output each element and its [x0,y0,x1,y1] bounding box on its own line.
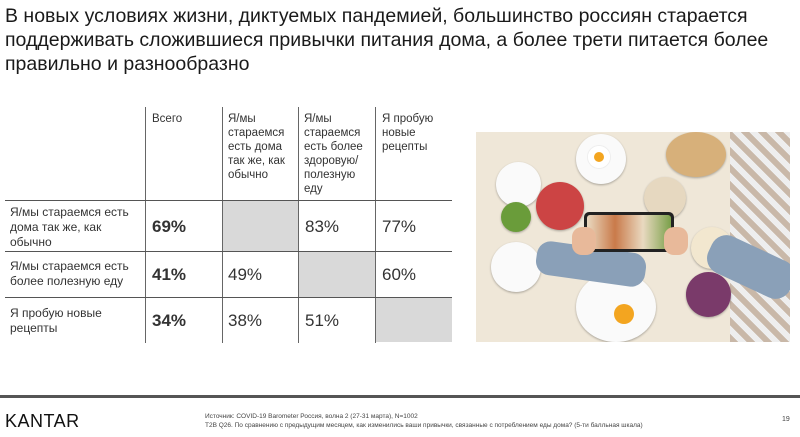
column-header: Я/мы стараемся есть более здоровую/ поле… [304,113,363,195]
value-cell: 69% [152,217,187,236]
page-number: 19 [782,416,790,423]
food-photo [476,132,790,342]
value-cell: 83% [305,217,340,236]
column-header: Всего [152,113,183,125]
row-divider [5,251,452,252]
row-label: Я/мы стараемся есть более полезную еду [10,259,129,288]
value-cell: 34% [152,311,187,330]
footer-divider [0,395,800,398]
source-note: Источник: COVID-19 Barometer Россия, вол… [205,412,643,430]
column-divider [375,107,376,343]
value-cell: 60% [382,265,417,284]
value-cell: 38% [228,311,263,330]
kantar-logo: KANTAR [5,411,80,431]
column-header: Я пробую новые рецепты [382,113,434,153]
slide-title: В новых условиях жизни, диктуемых пандем… [5,5,769,75]
empty-cell [223,201,298,251]
value-cell: 41% [152,265,187,284]
column-divider [145,107,146,343]
value-cell: 49% [228,265,263,284]
smartphone-icon [584,212,674,252]
question-text: T2B Q26. По сравнению с предыдущим месяц… [205,422,643,429]
row-divider [5,200,452,201]
value-cell: 51% [305,311,340,330]
value-cell: 77% [382,217,417,236]
column-divider [222,107,223,343]
empty-cell [299,252,375,297]
column-divider [298,107,299,343]
source-text: Источник: COVID-19 Barometer Россия, вол… [205,413,418,420]
row-divider [5,297,452,298]
row-label: Я пробую новые рецепты [10,306,102,335]
row-label: Я/мы стараемся есть дома так же, как обы… [10,205,129,249]
column-header: Я/мы стараемся есть дома так же, как обы… [228,113,285,181]
empty-cell [376,298,452,342]
